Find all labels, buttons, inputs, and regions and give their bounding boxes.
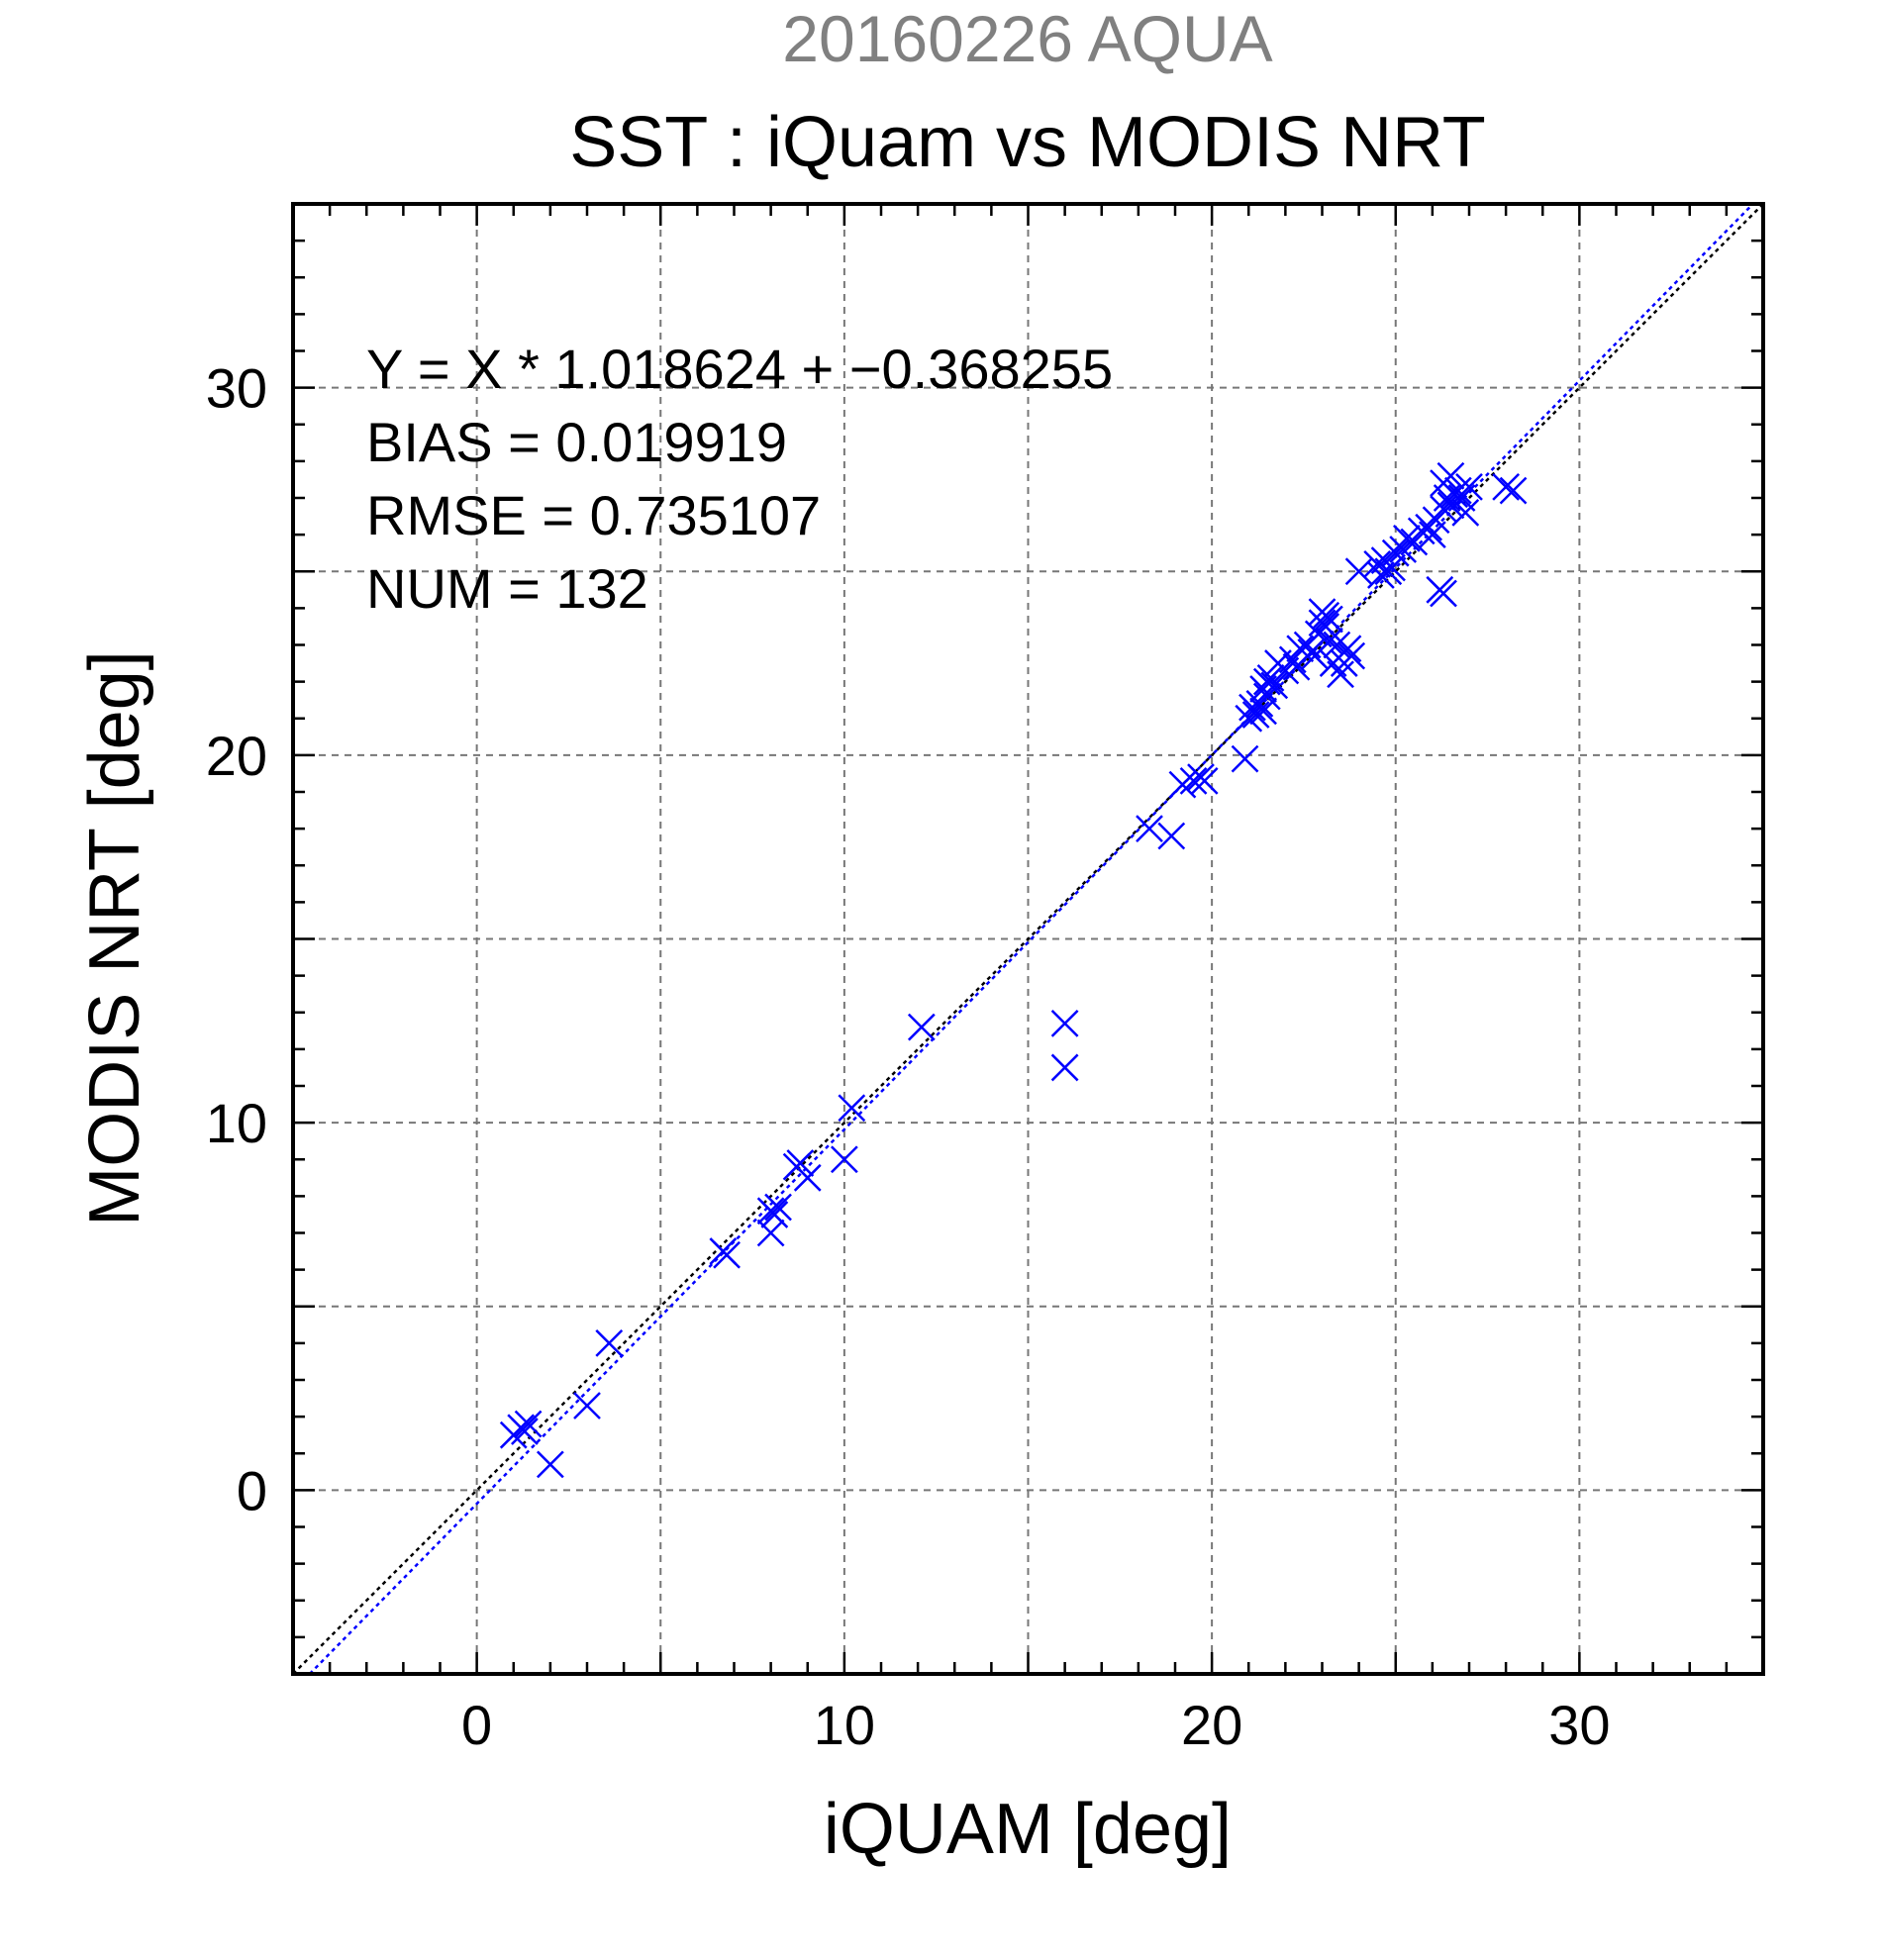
- x-tick-label: 20: [1181, 1694, 1242, 1756]
- x-axis-label: iQUAM [deg]: [824, 1790, 1232, 1869]
- stats-rmse: RMSE = 0.735107: [366, 484, 821, 546]
- data-point: [1256, 664, 1285, 692]
- chart-supertitle: 20160226 AQUA: [782, 2, 1272, 75]
- data-point: [1231, 744, 1259, 773]
- data-point: [764, 1193, 792, 1222]
- data-point: [1492, 472, 1521, 501]
- chart-title: SST : iQuam vs MODIS NRT: [569, 103, 1486, 182]
- data-point: [1327, 660, 1354, 689]
- y-tick-label: 30: [206, 357, 267, 420]
- data-point: [1136, 815, 1163, 843]
- data-point: [1451, 498, 1480, 527]
- stats-equation: Y = X * 1.018624 + −0.368255: [366, 338, 1113, 400]
- stats-num: NUM = 132: [366, 557, 648, 620]
- data-point: [573, 1392, 601, 1420]
- regression-lines: [293, 204, 1763, 1674]
- grid-lines: [293, 204, 1763, 1674]
- data-point: [1443, 476, 1472, 505]
- y-axis-label: MODIS NRT [deg]: [75, 650, 154, 1226]
- data-points: [499, 461, 1528, 1479]
- data-point: [1381, 539, 1410, 567]
- y-tick-label: 10: [206, 1092, 267, 1154]
- x-tick-label: 30: [1548, 1694, 1610, 1756]
- data-point: [1190, 766, 1219, 795]
- data-point: [838, 1094, 866, 1123]
- data-point: [1393, 524, 1421, 552]
- data-point: [1323, 631, 1351, 659]
- data-point: [1430, 579, 1457, 608]
- fit-line: [308, 204, 1755, 1674]
- data-point: [1157, 822, 1186, 850]
- x-tick-label: 10: [814, 1694, 875, 1756]
- data-point: [1050, 1053, 1079, 1082]
- axis-ticks: [293, 204, 1763, 1674]
- data-point: [1286, 635, 1315, 663]
- data-point: [1337, 641, 1366, 670]
- data-point: [1241, 701, 1270, 729]
- data-point: [786, 1149, 815, 1177]
- tick-labels: 0 10 20 30 0 10 20 30: [206, 357, 1611, 1756]
- data-point: [1334, 635, 1362, 663]
- y-tick-label: 0: [237, 1459, 267, 1521]
- y-tick-label: 20: [206, 725, 267, 787]
- data-point: [514, 1410, 543, 1438]
- data-point: [1499, 476, 1528, 505]
- data-point: [1050, 1010, 1079, 1037]
- data-point: [1407, 517, 1436, 545]
- one-to-one-line: [293, 204, 1763, 1674]
- data-point: [1238, 693, 1266, 722]
- data-point: [793, 1163, 822, 1192]
- data-point: [1436, 461, 1465, 490]
- x-tick-label: 0: [461, 1694, 492, 1756]
- data-point: [713, 1240, 741, 1269]
- data-point: [595, 1328, 624, 1357]
- data-point: [1235, 704, 1263, 733]
- data-point: [536, 1450, 564, 1479]
- data-point: [830, 1145, 858, 1174]
- data-point: [756, 1219, 785, 1247]
- data-point: [1455, 472, 1483, 501]
- data-point: [760, 1201, 789, 1228]
- data-point: [907, 1013, 936, 1041]
- stats-bias: BIAS = 0.019919: [366, 411, 787, 473]
- data-point: [1316, 605, 1343, 634]
- data-point: [511, 1418, 539, 1445]
- data-point: [1179, 766, 1208, 795]
